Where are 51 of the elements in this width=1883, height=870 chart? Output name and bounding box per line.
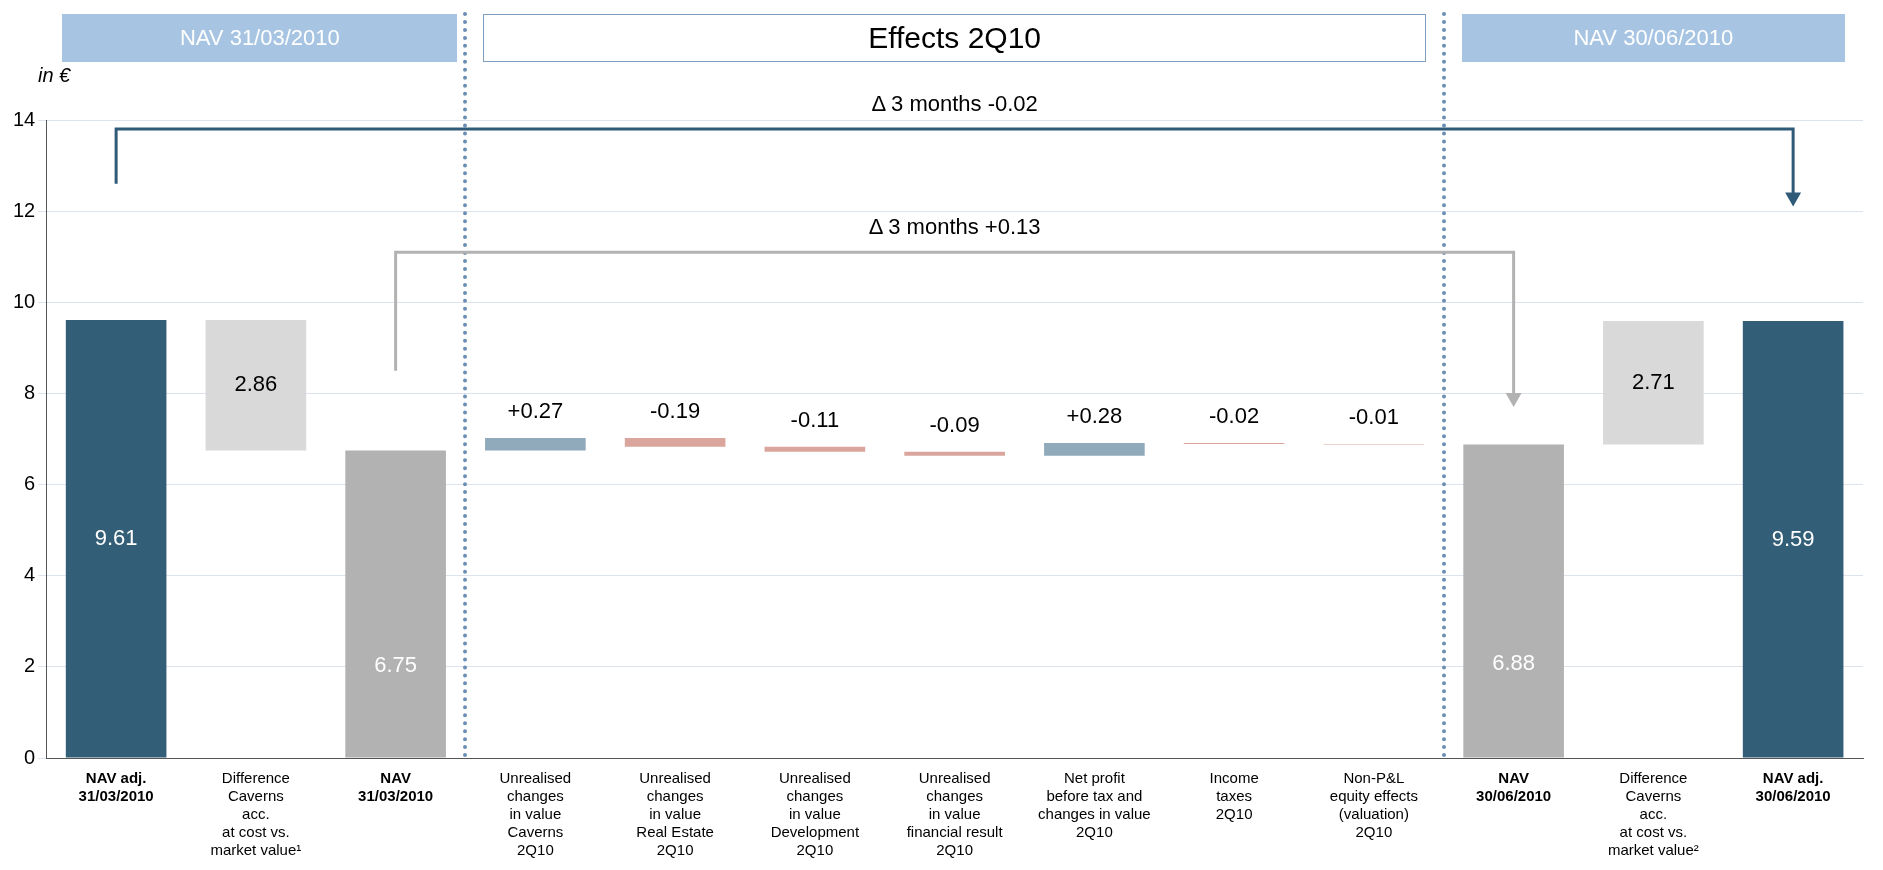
x-tick-label: NAV adj. 31/03/2010: [78, 769, 154, 805]
data-label: 2.71: [1631, 368, 1675, 394]
bar: [764, 446, 866, 452]
y-tick-label: 14: [13, 107, 36, 130]
y-axis-title: in €: [38, 63, 72, 86]
data-label: 9.61: [94, 525, 138, 551]
data-label: -0.02: [1209, 403, 1260, 429]
y-tick-label: 4: [24, 563, 36, 586]
bar: [65, 320, 167, 758]
bar: [624, 438, 726, 447]
bar: [904, 451, 1005, 456]
x-tick-label: Net profit before tax and changes in value 2Q10: [1038, 769, 1151, 841]
x-tick-label: Difference Caverns acc. at cost vs. market value²: [1607, 769, 1699, 859]
y-tick-label: 0: [24, 745, 36, 768]
x-tick-label: Unrealised changes in value Development 2Q10: [770, 769, 860, 859]
text: Effects 2Q10: [483, 14, 1426, 62]
bar: [1463, 444, 1564, 758]
x-tick-label: Unrealised changes in value financial result 2Q10: [906, 769, 1004, 859]
y-tick-label: 2: [24, 654, 36, 677]
bar: [205, 320, 307, 451]
data-label: -0.09: [929, 411, 980, 437]
x-tick-label: Unrealised changes in value Caverns 2Q10: [499, 769, 572, 859]
x-tick-label: NAV adj. 30/06/2010: [1755, 769, 1831, 805]
x-tick-label: Non-P&L equity effects (valuation) 2Q10: [1329, 769, 1418, 841]
data-label: 9.59: [1771, 525, 1815, 551]
text: NAV 30/06/2010: [1461, 14, 1845, 62]
data-label: +0.28: [1066, 403, 1123, 429]
x-tick-label: Income taxes 2Q10: [1209, 769, 1259, 823]
y-tick-label: 6: [24, 472, 36, 495]
text: NAV 31/03/2010: [62, 14, 458, 62]
y-tick-label: 12: [13, 198, 36, 221]
bar: [485, 438, 586, 451]
data-label: -0.11: [790, 406, 840, 432]
data-label: 6.88: [1492, 650, 1536, 675]
x-tick-label: NAV 31/03/2010: [358, 769, 434, 805]
x-tick-label: Unrealised changes in value Real Estate 2Q10: [636, 769, 714, 859]
data-label: -0.19: [650, 398, 701, 424]
text: Δ 3 months -0.02: [871, 91, 1038, 118]
data-label: 2.86: [234, 371, 278, 397]
bar: [1044, 443, 1145, 456]
bar: [1603, 320, 1704, 445]
bar: [1742, 320, 1844, 758]
data-label: 6.75: [374, 651, 418, 677]
y-tick-label: 10: [13, 289, 36, 312]
bar: [345, 450, 446, 758]
annotation: Δ 3 months +0.13: [868, 214, 1041, 241]
data-label: +0.27: [507, 398, 564, 424]
x-tick-label: NAV 30/06/2010: [1476, 769, 1552, 805]
data-label: -0.01: [1348, 404, 1399, 430]
x-tick-label: Difference Caverns acc. at cost vs. market value¹: [210, 769, 302, 859]
y-tick-label: 8: [24, 380, 36, 403]
